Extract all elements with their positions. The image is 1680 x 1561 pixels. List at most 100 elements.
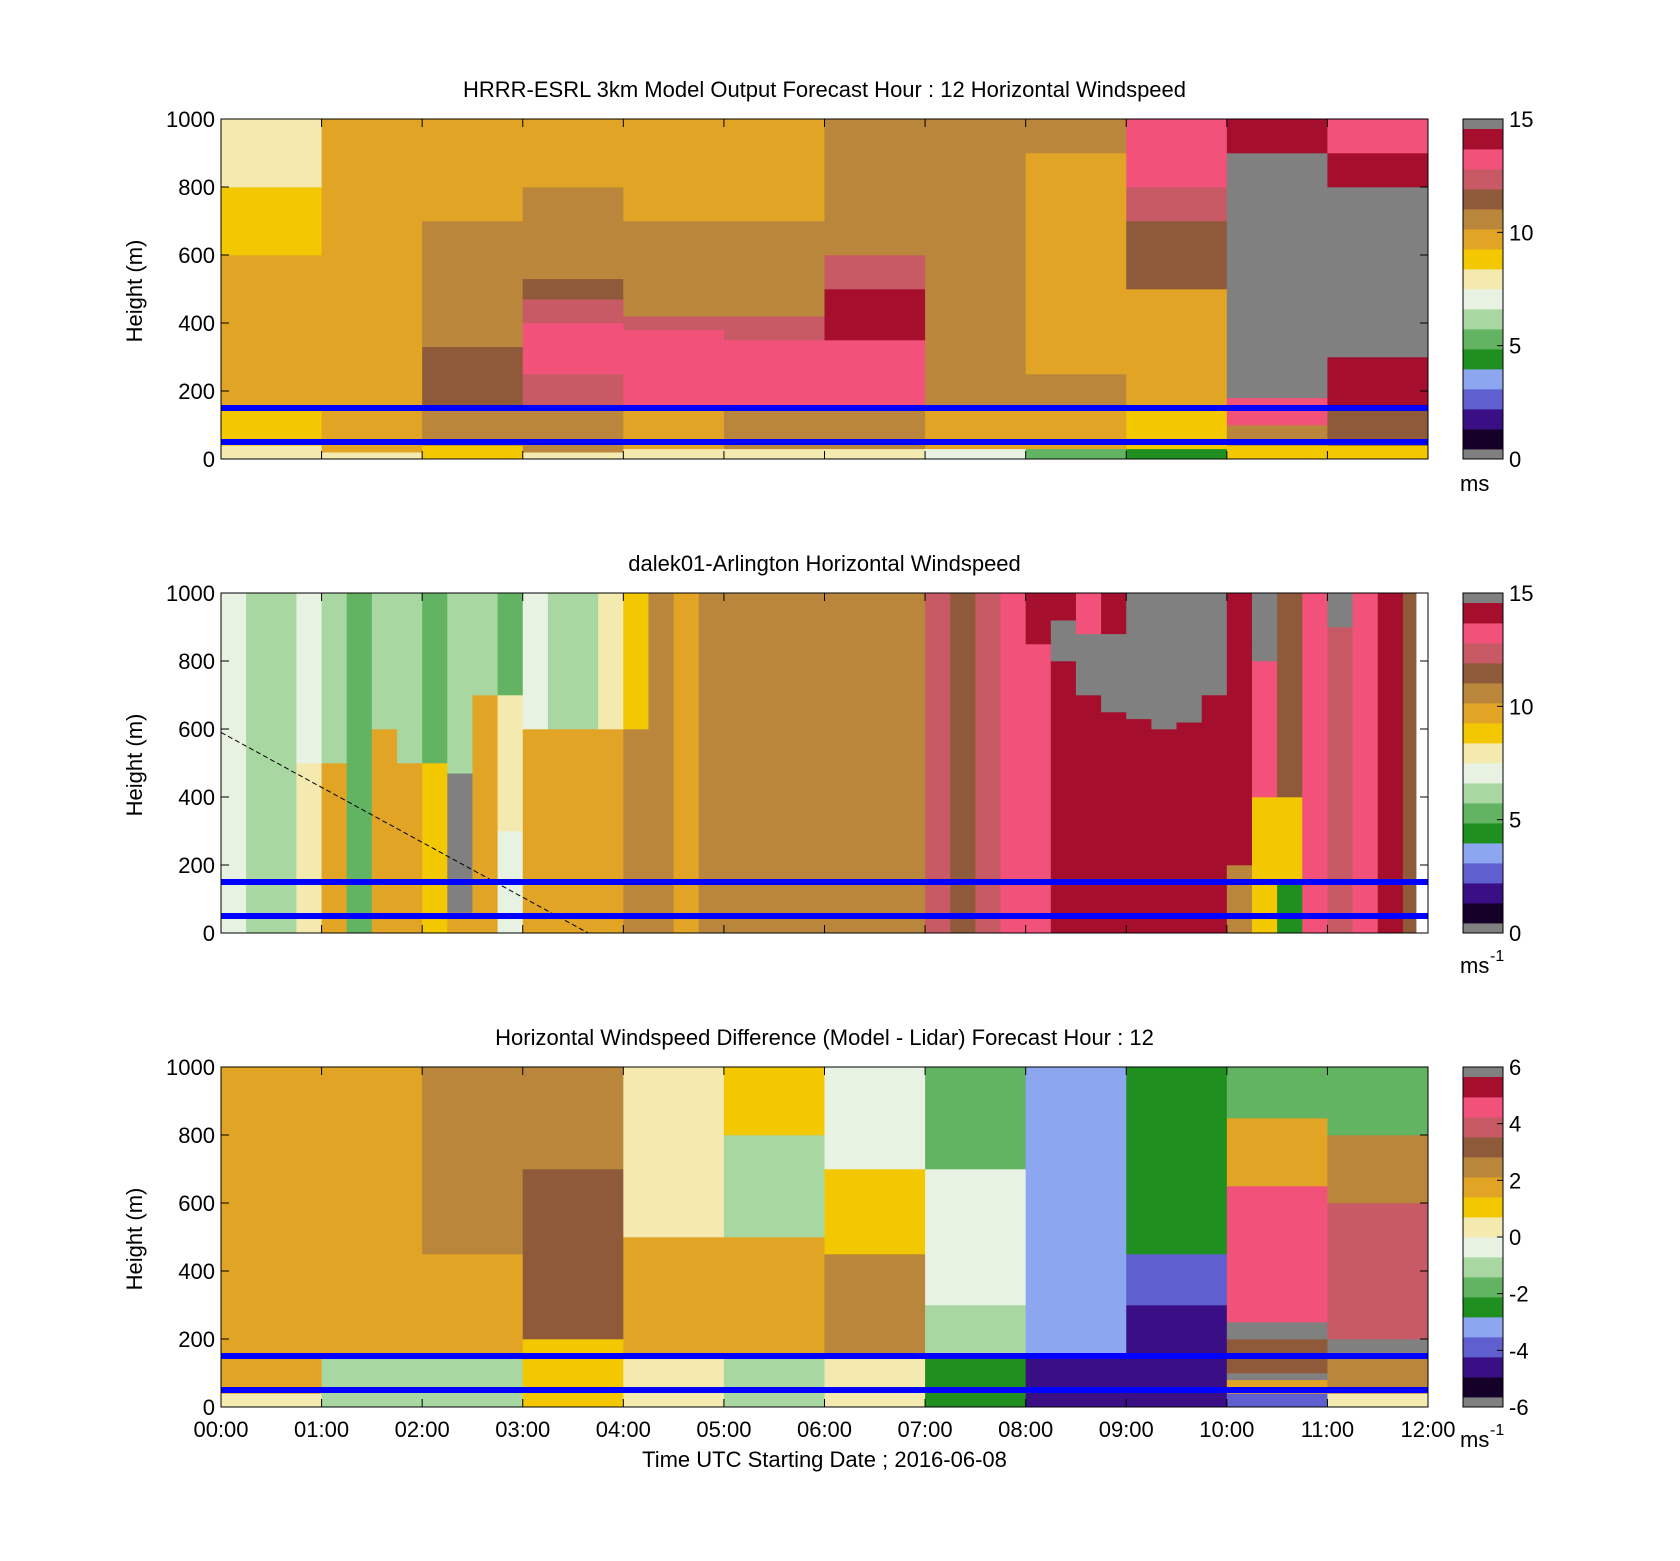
heatmap-cell xyxy=(522,374,624,409)
heatmap-cell xyxy=(522,593,549,730)
colorbar-swatch xyxy=(1463,743,1503,764)
heatmap-cell xyxy=(1226,119,1328,154)
heatmap-cell xyxy=(648,593,675,934)
colorbar-swatch xyxy=(1463,643,1503,664)
colorbar-swatch xyxy=(1463,1157,1503,1178)
heatmap-cell xyxy=(397,593,423,764)
heatmap-cell xyxy=(723,1356,825,1408)
colorbar-swatch xyxy=(1463,1357,1503,1378)
heatmap-cell xyxy=(1201,593,1228,696)
colorbar-swatch xyxy=(1463,1197,1503,1218)
heatmap-cell xyxy=(321,1067,423,1357)
colorbar-cap xyxy=(1463,923,1503,933)
colorbar-swatch xyxy=(1463,823,1503,844)
colorbar-swatch xyxy=(1463,409,1503,430)
heatmap-cell xyxy=(573,729,599,934)
heatmap-cell xyxy=(1327,627,1354,934)
heatmap-cell xyxy=(824,289,926,341)
colorbar-swatch xyxy=(1463,1317,1503,1338)
heatmap-cell xyxy=(422,445,524,460)
colorbar-swatch xyxy=(1463,763,1503,784)
heatmap-cell xyxy=(623,221,725,280)
x-tick-label: 11:00 xyxy=(1301,1417,1354,1442)
heatmap-cell xyxy=(1000,593,1027,934)
heatmap-cell xyxy=(321,187,423,256)
heatmap-cells xyxy=(221,1067,1429,1408)
heatmap-cell xyxy=(522,452,624,460)
y-tick-label: 400 xyxy=(178,1259,215,1284)
colorbar-frame xyxy=(1462,592,1504,934)
colorbar-tick-label: 10 xyxy=(1509,694,1533,719)
heatmap-cell xyxy=(371,593,398,730)
heatmap-cell xyxy=(221,1393,323,1408)
heatmap-cell xyxy=(623,593,649,730)
x-axis-label: Time UTC Starting Date ; 2016-06-08 xyxy=(642,1447,1007,1472)
colorbar-swatch xyxy=(1463,603,1503,624)
heatmap-cell xyxy=(321,452,423,460)
heatmap-cell xyxy=(522,299,624,324)
colorbar-unit-exponent: -1 xyxy=(1490,948,1504,965)
heatmap-cell xyxy=(371,729,398,934)
colorbar-swatch xyxy=(1463,389,1503,410)
colorbar-swatch xyxy=(1463,1277,1503,1298)
heatmap-cell xyxy=(824,1067,926,1170)
heatmap-cell xyxy=(1327,1352,1429,1394)
heatmap-cell xyxy=(522,408,624,453)
heatmap-cell xyxy=(623,1067,725,1238)
heatmap-cells xyxy=(221,593,1417,934)
x-tick-label: 09:00 xyxy=(1099,1417,1154,1442)
heatmap-cell xyxy=(1201,695,1228,934)
colorbar-swatch xyxy=(1463,623,1503,644)
y-tick-label: 0 xyxy=(203,921,215,946)
heatmap-cell xyxy=(221,221,323,256)
heatmap-cell xyxy=(749,593,775,934)
heatmap-cell xyxy=(950,593,976,934)
heatmap-cell xyxy=(623,729,649,934)
colorbar-tick-label: -4 xyxy=(1509,1338,1529,1363)
colorbar-unit: ms xyxy=(1460,471,1489,496)
colorbar-tick-label: 5 xyxy=(1509,808,1521,833)
heatmap-cell xyxy=(221,187,323,222)
heatmap-cell xyxy=(422,278,524,348)
colorbar-unit: ms xyxy=(1460,953,1489,978)
heatmap-cell xyxy=(824,448,926,460)
dashed-annotation-line xyxy=(220,731,589,934)
heatmap-cell xyxy=(497,695,524,832)
heatmap-cell xyxy=(874,593,901,934)
heatmap-cell xyxy=(1025,374,1127,409)
colorbar-tick-label: 15 xyxy=(1509,107,1533,132)
heatmap-cell xyxy=(723,119,825,222)
colorbar-swatch xyxy=(1463,663,1503,684)
y-tick-label: 200 xyxy=(178,379,215,404)
heatmap-cell xyxy=(1075,593,1102,635)
heatmap-cell xyxy=(422,763,448,934)
y-tick-label: 1000 xyxy=(166,107,215,132)
colorbar-unit-exponent: -1 xyxy=(1490,1422,1504,1439)
heatmap-cell xyxy=(321,255,423,409)
heatmap-cell xyxy=(824,1356,926,1408)
heatmap-cell xyxy=(925,1356,1027,1408)
heatmap-cell xyxy=(1327,187,1429,358)
panel-lidar: 0 200 400 600 800 1000 dalek01-Arlington Horiz… xyxy=(122,551,1533,978)
heatmap-cell xyxy=(1226,153,1328,399)
heatmap-cell xyxy=(723,278,825,317)
y-tick-label: 800 xyxy=(178,649,215,674)
heatmap-cell xyxy=(221,153,323,188)
heatmap-cell xyxy=(1226,1118,1328,1187)
heatmap-cell xyxy=(472,695,499,934)
y-tick-label: 0 xyxy=(203,447,215,472)
y-tick-label: 600 xyxy=(178,717,215,742)
heatmap-cell xyxy=(321,408,423,453)
colorbar-swatch xyxy=(1463,883,1503,904)
heatmap-cell xyxy=(573,593,599,730)
colorbar-tick-label: -6 xyxy=(1509,1395,1529,1420)
colorbar-swatch xyxy=(1463,429,1503,450)
heatmap-cell xyxy=(1226,445,1328,460)
heatmap-cell xyxy=(899,593,926,934)
heatmap-cell xyxy=(1025,221,1127,375)
heatmap-cell xyxy=(1025,1356,1127,1408)
heatmap-cell xyxy=(1327,1067,1429,1136)
colorbar-swatch xyxy=(1463,209,1503,230)
heatmap-cell xyxy=(1151,593,1178,730)
colorbar-tick-label: 10 xyxy=(1509,220,1533,245)
